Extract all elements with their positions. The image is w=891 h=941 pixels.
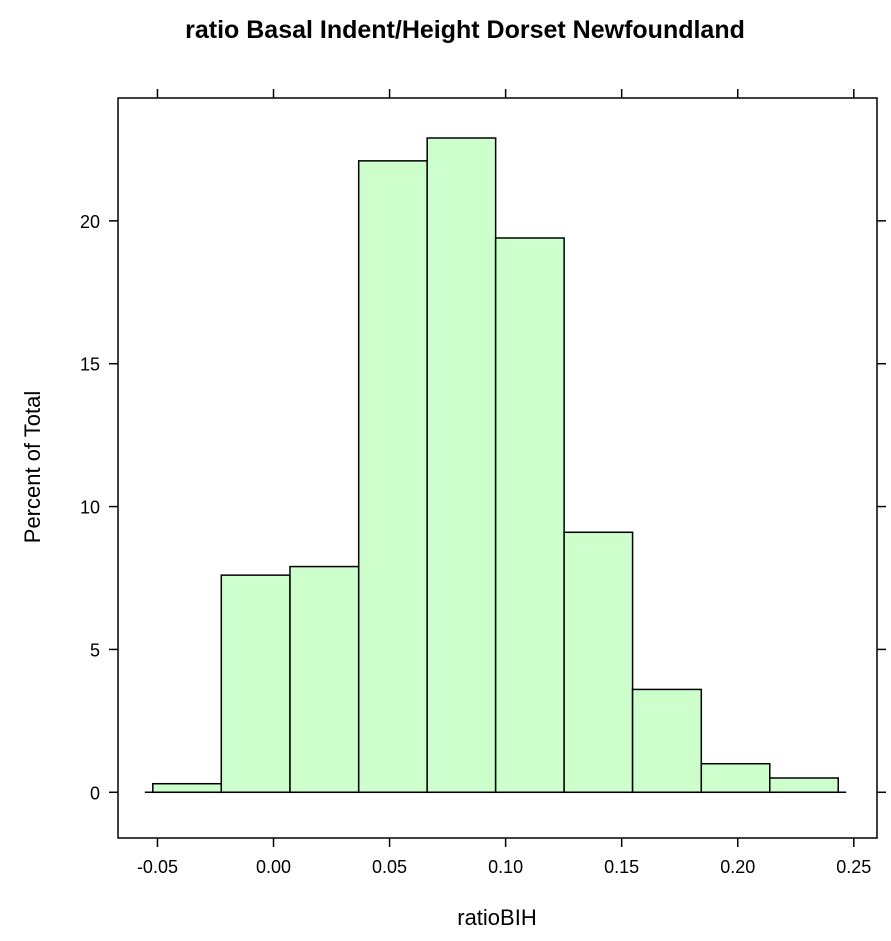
plot-frame [117, 97, 878, 839]
x-tick-label: 0.25 [836, 857, 871, 877]
histogram-bar-3 [289, 565, 360, 794]
histogram-bar-2 [220, 574, 291, 794]
x-tick-label: 0.10 [488, 857, 523, 877]
x-tick-label: -0.05 [137, 857, 178, 877]
x-axis-label: ratioBIH [457, 905, 536, 930]
histogram-bar-4 [357, 160, 428, 794]
x-tick-label: 0.00 [256, 857, 291, 877]
histogram-bar-1 [152, 782, 223, 794]
histogram-bar-8 [631, 688, 703, 794]
histogram-bar-6 [494, 237, 565, 794]
histogram-bars [152, 137, 839, 794]
y-tick-label: 20 [80, 212, 100, 232]
y-tick-label: 5 [90, 640, 100, 660]
histogram-bar-5 [426, 137, 497, 794]
y-axis-ticks: 0 5 10 15 20 [80, 212, 886, 803]
y-axis-label: Percent of Total [20, 391, 45, 543]
y-tick-label: 15 [80, 355, 100, 375]
x-tick-label: 0.15 [604, 857, 639, 877]
x-axis-ticks: -0.05 0.00 0.05 0.10 0.15 0.20 0.25 [137, 89, 871, 877]
histogram-bar-10 [769, 777, 839, 794]
y-tick-label: 10 [80, 498, 100, 518]
x-tick-label: 0.05 [372, 857, 407, 877]
histogram-bar-9 [700, 762, 771, 794]
y-tick-label: 0 [90, 783, 100, 803]
chart-title: ratio Basal Indent/Height Dorset Newfoun… [185, 16, 745, 44]
x-tick-label: 0.20 [720, 857, 755, 877]
histogram-bar-7 [563, 531, 634, 794]
